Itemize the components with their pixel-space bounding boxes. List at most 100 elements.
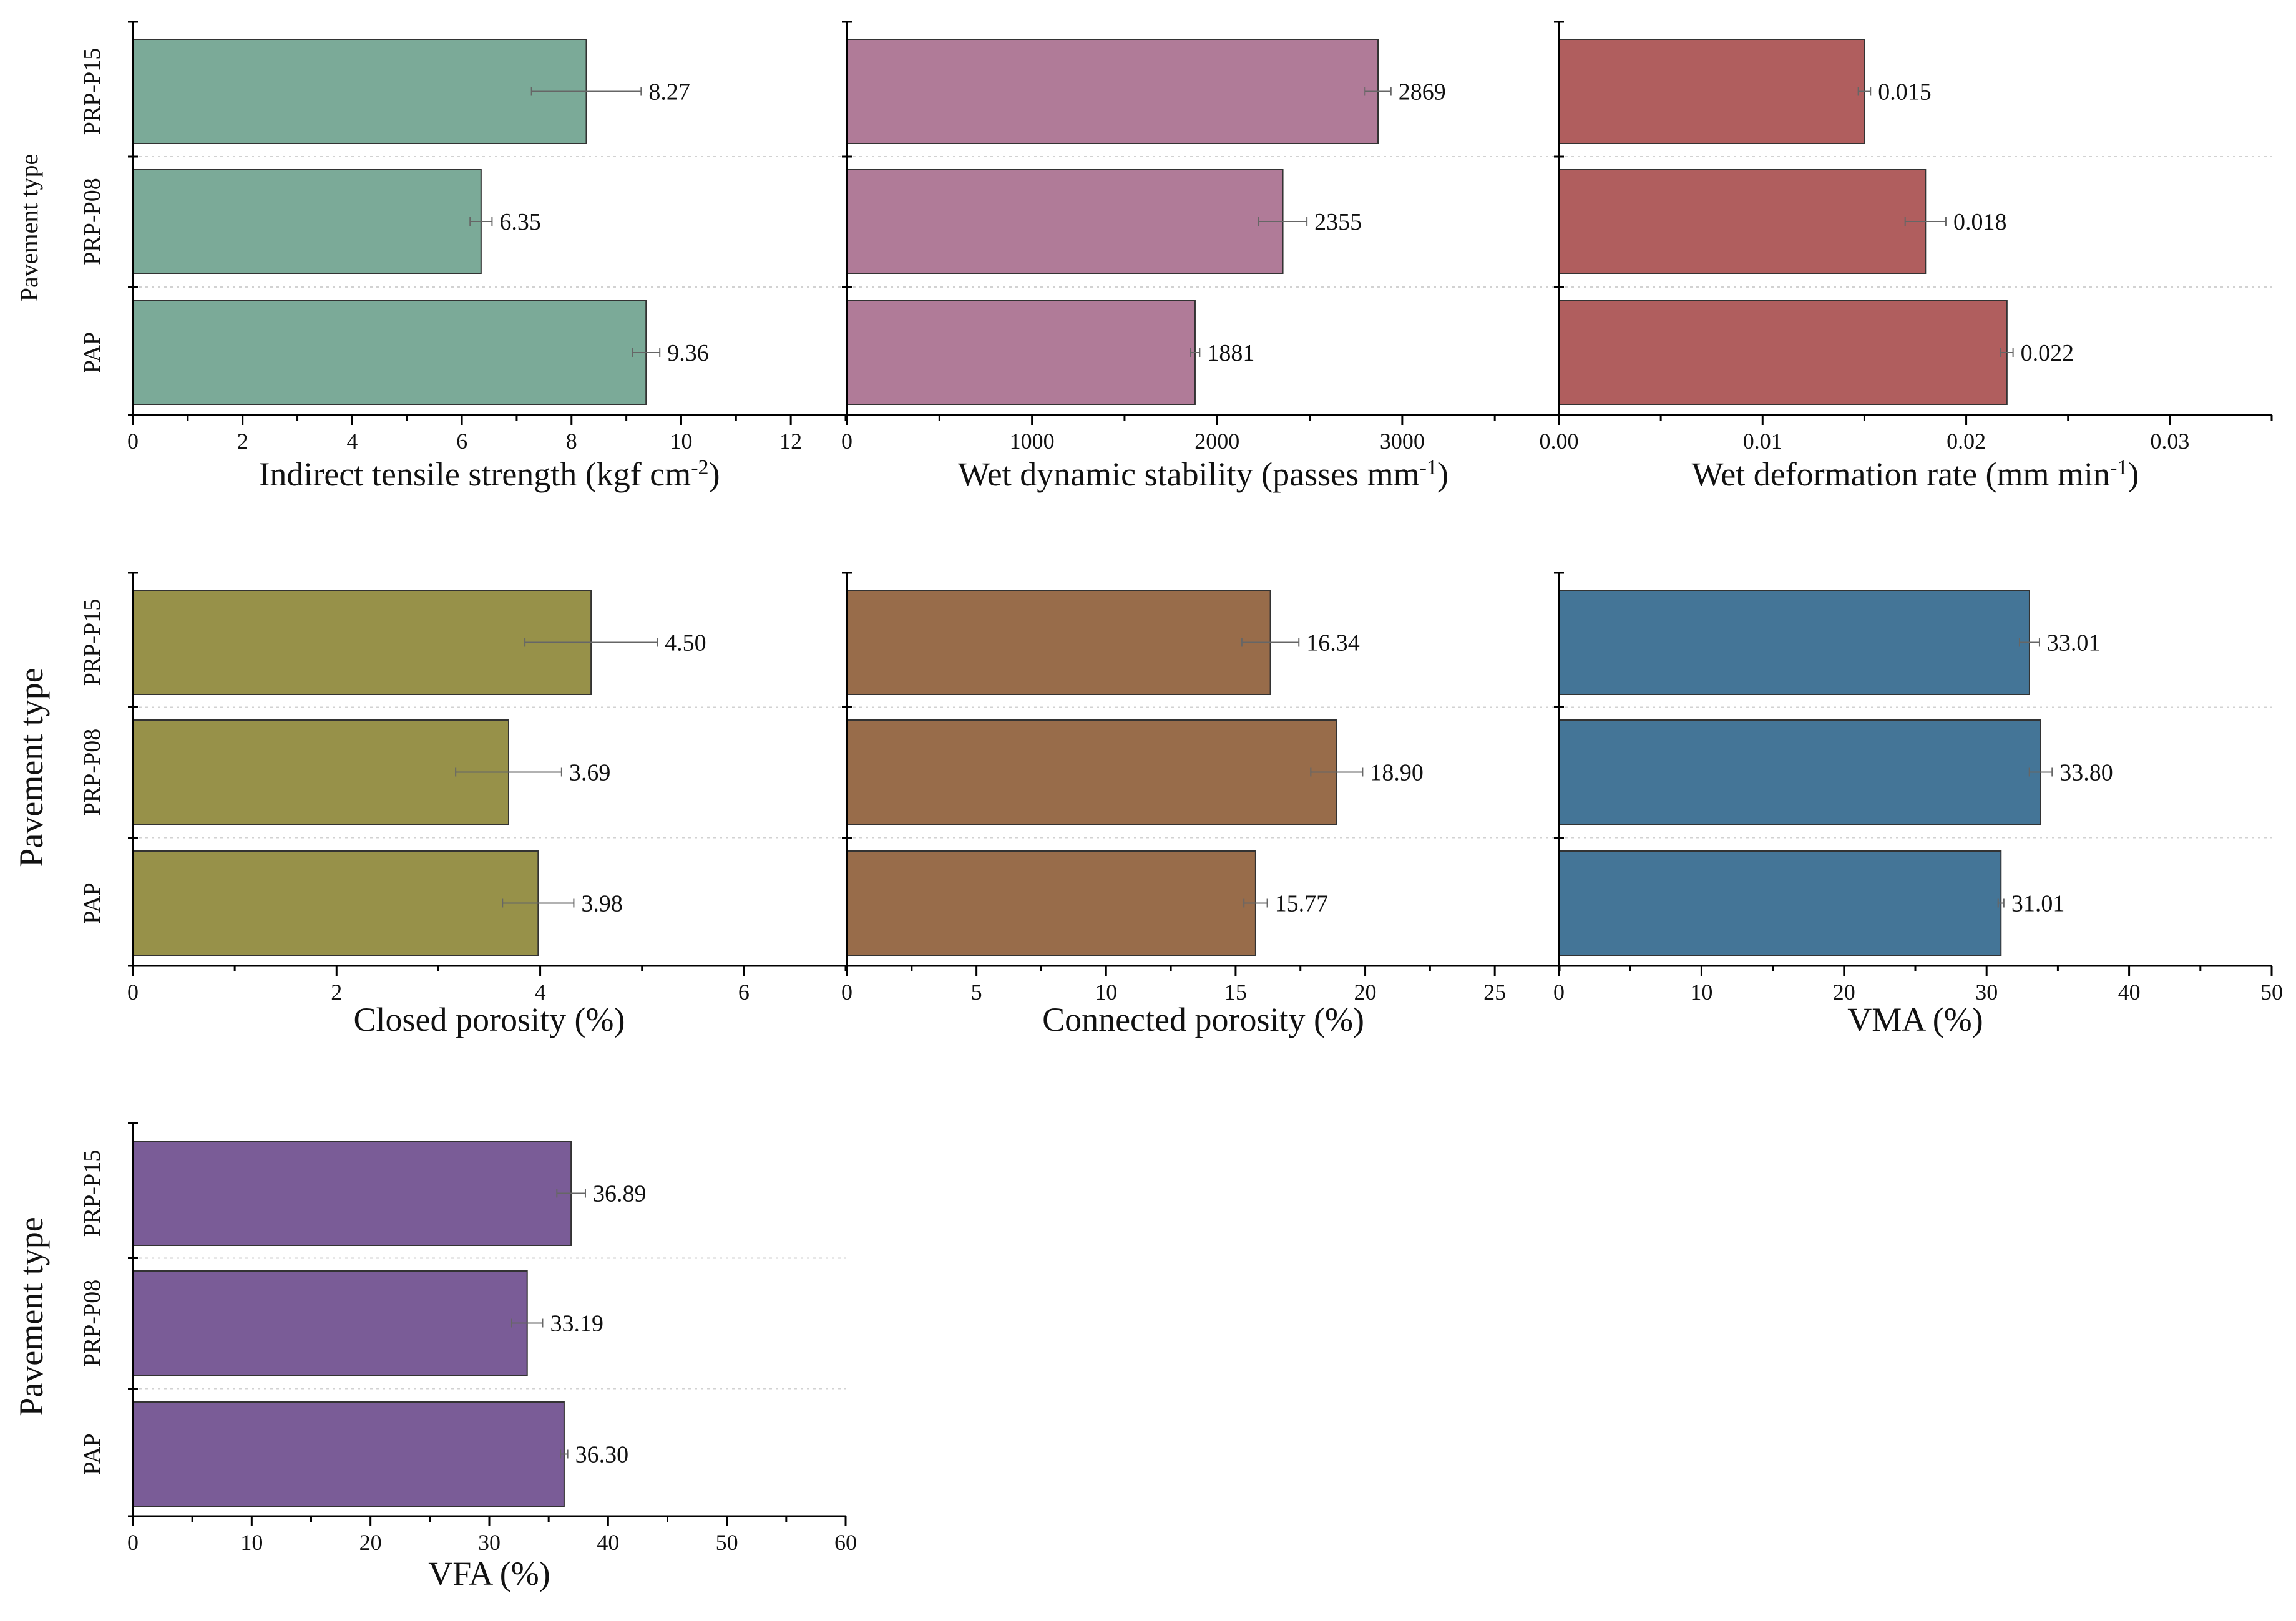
x-tick-label: 4 bbox=[535, 980, 546, 1005]
data-label: 3.98 bbox=[581, 891, 623, 917]
data-label: 0.018 bbox=[1953, 209, 2007, 235]
y-axis-title: Pavement type bbox=[12, 668, 50, 867]
x-tick-label: 10 bbox=[240, 1530, 263, 1555]
x-tick-label: 2000 bbox=[1194, 429, 1239, 454]
x-tick-label: 2 bbox=[237, 429, 248, 454]
x-tick-label: 0.02 bbox=[1947, 429, 1986, 454]
category-label: PRP-P08 bbox=[79, 1280, 105, 1366]
x-axis-title: Wet dynamic stability (passes mm-1) bbox=[958, 455, 1448, 493]
y-axis-title: Pavement type bbox=[12, 1217, 50, 1416]
data-label: 31.01 bbox=[2011, 891, 2065, 917]
subplot-4: 4.50 3.69 3.98 PRP-P15 PRP-P08 PAP Pavement ty… bbox=[12, 572, 847, 1038]
x-tick-label: 60 bbox=[834, 1530, 857, 1555]
category-label: PAP bbox=[79, 332, 105, 373]
data-label: 36.89 bbox=[593, 1181, 647, 1207]
bar bbox=[132, 300, 647, 405]
data-label: 2869 bbox=[1399, 79, 1446, 105]
bar bbox=[1558, 590, 2030, 695]
x-tick-label: 0 bbox=[127, 429, 139, 454]
data-label: 3.69 bbox=[569, 760, 611, 786]
x-tick-label: 6 bbox=[456, 429, 467, 454]
x-tick-label: 5 bbox=[971, 980, 982, 1005]
subplot-6: 33.01 33.80 31.01 0 10 20 30 40 50 VMA (%) bbox=[1553, 572, 2283, 1038]
x-axis-title: Wet deformation rate (mm min-1) bbox=[1692, 455, 2139, 493]
bar bbox=[132, 590, 592, 695]
x-axis-title: VMA (%) bbox=[1847, 1001, 1983, 1038]
x-tick-label: 10 bbox=[1095, 980, 1117, 1005]
data-label: 6.35 bbox=[499, 209, 541, 235]
category-label: PRP-P08 bbox=[79, 729, 105, 815]
x-tick-label: 40 bbox=[597, 1530, 619, 1555]
subplot-7: 36.89 33.19 36.30 PRP-P15 PRP-P08 PAP Pavement… bbox=[12, 1122, 857, 1592]
x-tick-label: 4 bbox=[346, 429, 358, 454]
x-axis-title: Indirect tensile strength (kgf cm-2) bbox=[258, 455, 720, 493]
x-tick-label: 10 bbox=[1690, 980, 1712, 1005]
data-label: 15.77 bbox=[1275, 891, 1328, 917]
x-tick-label: 0 bbox=[841, 429, 852, 454]
data-label: 33.19 bbox=[550, 1311, 603, 1337]
bar bbox=[132, 39, 587, 144]
bar bbox=[846, 300, 1196, 405]
bar bbox=[132, 719, 509, 825]
subplot-5: 16.34 18.90 15.77 0 5 10 15 20 25 Connected poros… bbox=[841, 572, 1561, 1038]
x-tick-label: 0 bbox=[841, 980, 852, 1005]
x-tick-label: 20 bbox=[1833, 980, 1855, 1005]
data-label: 33.01 bbox=[2047, 630, 2101, 656]
category-label: PAP bbox=[79, 1433, 105, 1474]
category-label: PAP bbox=[79, 882, 105, 923]
x-tick-label: 12 bbox=[779, 429, 802, 454]
category-label: PRP-P08 bbox=[79, 178, 105, 265]
x-tick-label: 6 bbox=[738, 980, 750, 1005]
x-tick-label: 30 bbox=[478, 1530, 501, 1555]
x-tick-label: 0.00 bbox=[1540, 429, 1579, 454]
bar bbox=[132, 1141, 572, 1246]
data-label: 0.022 bbox=[2021, 340, 2074, 366]
x-tick-label: 0 bbox=[1553, 980, 1565, 1005]
data-label: 9.36 bbox=[667, 340, 709, 366]
subplot-1: 8.27 6.35 9.36 PRP-P15 PRP-P08 PAP Pavement ty… bbox=[15, 21, 847, 493]
x-tick-label: 25 bbox=[1483, 980, 1506, 1005]
data-label: 16.34 bbox=[1306, 630, 1360, 656]
x-tick-label: 1000 bbox=[1010, 429, 1055, 454]
bar bbox=[846, 169, 1284, 274]
data-label: 4.50 bbox=[665, 630, 706, 656]
data-label: 36.30 bbox=[575, 1442, 629, 1468]
bar bbox=[132, 850, 539, 956]
x-axis-title: Closed porosity (%) bbox=[354, 1001, 625, 1038]
data-label: 18.90 bbox=[1370, 760, 1424, 786]
bar bbox=[1558, 850, 2002, 956]
x-tick-label: 40 bbox=[2118, 980, 2141, 1005]
data-label: 0.015 bbox=[1878, 79, 1932, 105]
x-tick-label: 15 bbox=[1224, 980, 1247, 1005]
x-tick-label: 8 bbox=[566, 429, 577, 454]
data-label: 1881 bbox=[1207, 340, 1254, 366]
x-tick-label: 20 bbox=[359, 1530, 382, 1555]
bar bbox=[846, 39, 1379, 144]
bar bbox=[132, 169, 482, 274]
x-tick-label: 50 bbox=[716, 1530, 738, 1555]
x-tick-label: 2 bbox=[331, 980, 342, 1005]
x-tick-label: 50 bbox=[2260, 980, 2283, 1005]
x-tick-label: 3000 bbox=[1380, 429, 1425, 454]
bar bbox=[132, 1401, 565, 1507]
x-tick-label: 10 bbox=[670, 429, 692, 454]
x-tick-label: 0.01 bbox=[1743, 429, 1782, 454]
bar bbox=[1558, 300, 2008, 405]
subplot-3: 0.015 0.018 0.022 0.00 0.01 0.02 0.03 Wet defor… bbox=[1540, 21, 2273, 493]
y-axis-title: Pavement type bbox=[15, 154, 43, 302]
category-label: PRP-P15 bbox=[79, 1150, 105, 1237]
data-label: 8.27 bbox=[648, 79, 690, 105]
x-tick-label: 0 bbox=[127, 980, 139, 1005]
bar bbox=[846, 719, 1337, 825]
x-tick-label: 20 bbox=[1354, 980, 1377, 1005]
data-label: 2355 bbox=[1314, 209, 1362, 235]
x-tick-label: 0 bbox=[127, 1530, 139, 1555]
x-tick-label: 30 bbox=[1975, 980, 1998, 1005]
category-label: PRP-P15 bbox=[79, 599, 105, 686]
x-tick-label: 0.03 bbox=[2150, 429, 2189, 454]
category-label: PRP-P15 bbox=[79, 48, 105, 135]
bar bbox=[1558, 719, 2041, 825]
bar bbox=[1558, 169, 1927, 274]
